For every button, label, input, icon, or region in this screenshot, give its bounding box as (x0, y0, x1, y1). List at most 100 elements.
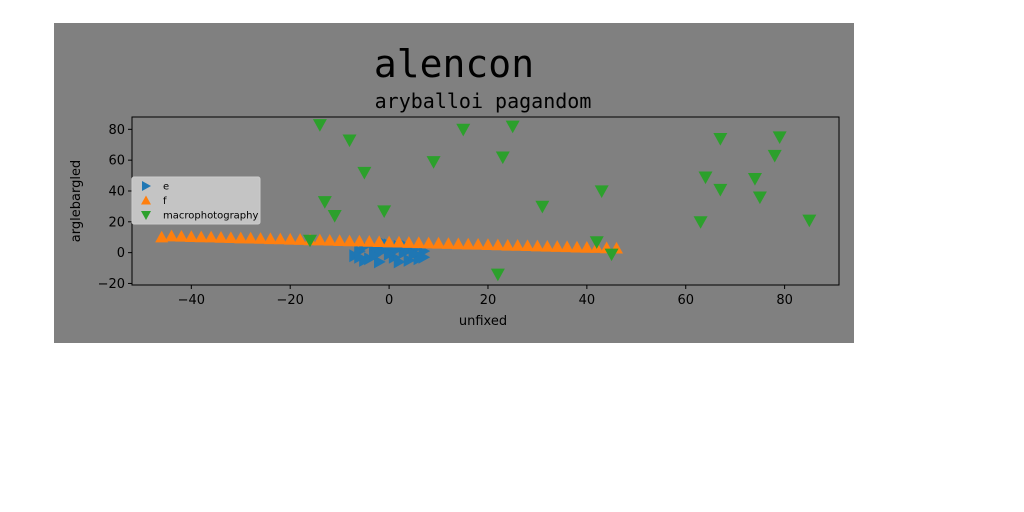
data-point (323, 233, 337, 246)
x-tick-label: 80 (776, 293, 793, 308)
data-point (313, 233, 327, 246)
series-2-marks (302, 119, 817, 282)
legend-marker (141, 195, 151, 205)
data-point (501, 238, 515, 251)
data-point (580, 241, 594, 253)
data-point (461, 237, 475, 250)
data-point (342, 134, 357, 148)
data-point (224, 231, 238, 244)
data-point (312, 119, 327, 132)
figure: alencon aryballoi pagandom −40 −20 0 20 40 60… (54, 23, 854, 343)
data-point (491, 238, 505, 251)
data-point (362, 235, 376, 247)
data-point (382, 235, 396, 248)
y-axis-label: arglebargled (69, 160, 84, 242)
data-point (194, 230, 208, 243)
data-point (402, 236, 416, 248)
y-tick-label: 60 (108, 154, 125, 169)
data-point (234, 231, 248, 244)
x-tick-label: −40 (178, 293, 205, 308)
y-tick-label: 20 (108, 215, 125, 230)
legend-label: macrophotography (163, 211, 258, 222)
data-point (418, 250, 431, 264)
data-point (693, 216, 708, 229)
data-point (432, 236, 446, 249)
data-point (495, 151, 510, 165)
legend-label: e (163, 182, 169, 193)
data-point (713, 132, 728, 146)
data-point (374, 255, 386, 269)
data-point (383, 247, 396, 261)
legend-label: f (163, 196, 167, 207)
data-point (214, 231, 228, 243)
data-point (369, 249, 381, 263)
data-point (408, 247, 421, 261)
data-point (594, 185, 609, 198)
y-tick-label: 40 (108, 184, 125, 199)
data-point (530, 239, 544, 252)
data-point (767, 149, 782, 163)
data-point (540, 239, 554, 252)
legend: ef macrophotography (131, 176, 261, 225)
data-point (451, 237, 465, 250)
data-point (273, 232, 287, 245)
data-point (343, 234, 357, 247)
data-point (535, 200, 550, 214)
data-point (511, 239, 525, 251)
data-point (377, 205, 392, 219)
x-tick-label: 60 (677, 293, 694, 308)
data-point (372, 235, 386, 248)
plot-title: aryballoi pagandom (375, 89, 592, 113)
data-point (772, 131, 787, 145)
data-point (302, 234, 317, 248)
data-point (747, 173, 762, 186)
data-point (317, 196, 332, 209)
data-point (174, 229, 188, 242)
x-axis-label: unfixed (459, 314, 507, 329)
data-point (426, 156, 441, 169)
data-point (422, 236, 436, 249)
data-point (155, 230, 169, 243)
x-tick-label: 40 (579, 293, 596, 308)
data-point (441, 237, 455, 249)
data-point (471, 237, 485, 250)
data-point (327, 210, 342, 223)
data-point (165, 229, 179, 242)
chart-svg: aryballoi pagandom −40 −20 0 20 40 60 80 −20 0 20… (69, 89, 840, 329)
data-point (490, 268, 505, 282)
data-point (560, 240, 574, 253)
data-point (481, 238, 495, 250)
data-marks (155, 119, 817, 282)
data-point (802, 214, 817, 228)
data-point (263, 232, 277, 245)
data-point (357, 166, 372, 180)
axis-ticks: −40 −20 0 20 40 60 80 −20 0 20 40 60 80 (98, 123, 793, 308)
data-point (333, 234, 347, 246)
x-tick-label: −20 (276, 293, 303, 308)
legend-box (131, 176, 261, 225)
data-point (293, 233, 307, 245)
data-point (521, 239, 535, 252)
data-point (589, 236, 604, 249)
data-point (456, 123, 471, 137)
y-tick-label: 0 (117, 246, 125, 261)
data-point (244, 231, 258, 244)
data-point (412, 236, 426, 249)
figure-suptitle: alencon (373, 42, 535, 86)
data-point (393, 255, 406, 269)
data-point (254, 232, 268, 244)
legend-marker (142, 181, 151, 191)
data-point (550, 240, 564, 252)
data-point (283, 232, 297, 245)
y-tick-label: −20 (98, 277, 125, 292)
data-point (752, 191, 767, 205)
x-tick-label: 0 (385, 293, 393, 308)
data-point (352, 234, 366, 247)
data-point (403, 253, 416, 267)
legend-marker (141, 211, 151, 220)
series-1-marks (155, 229, 624, 254)
data-point (713, 183, 728, 197)
x-tick-label: 20 (480, 293, 497, 308)
data-point (204, 230, 218, 243)
data-point (505, 120, 520, 134)
